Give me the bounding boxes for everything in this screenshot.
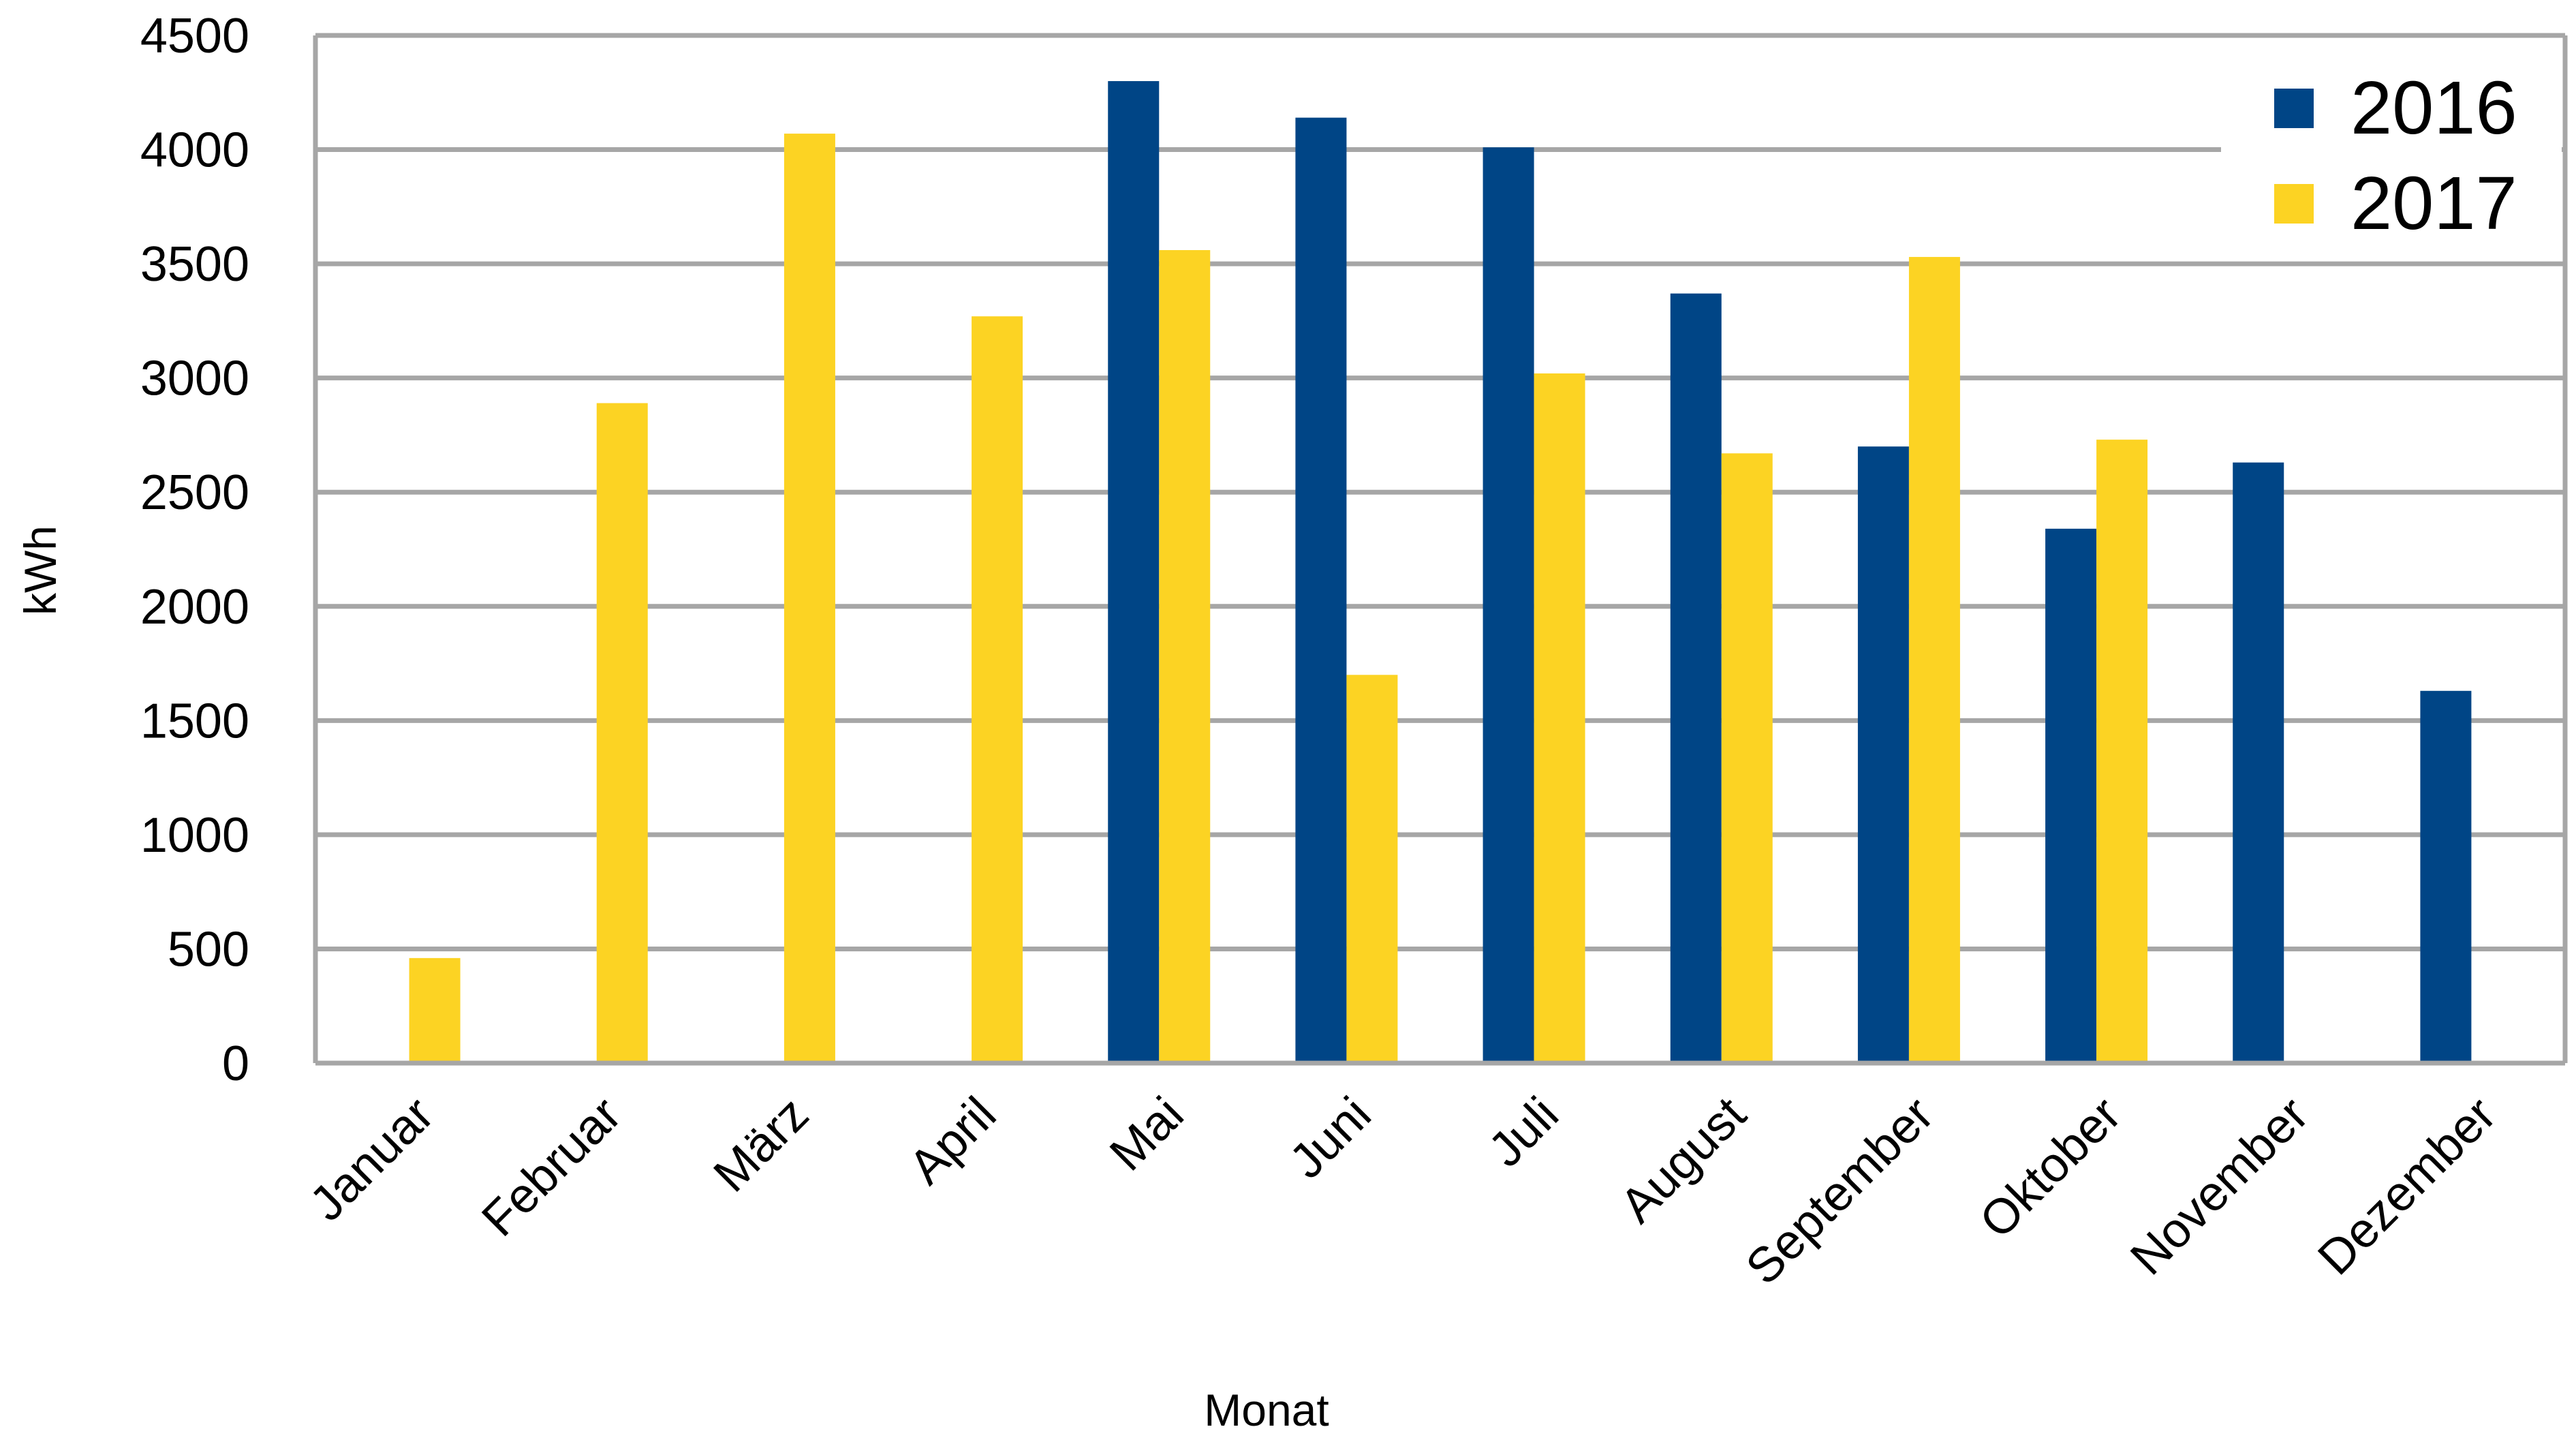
bar-2017-Oktober <box>2096 440 2148 1063</box>
y-tick-label: 3000 <box>140 352 249 406</box>
y-tick-label: 1500 <box>140 694 249 748</box>
x-tick-label: Oktober <box>1970 1087 2132 1249</box>
y-tick-label: 1000 <box>140 808 249 863</box>
x-tick-label: August <box>1610 1087 1756 1233</box>
x-tick-label: April <box>899 1087 1006 1195</box>
x-tick-label: September <box>1736 1087 1944 1295</box>
bar-2017-März <box>783 134 835 1063</box>
bar-2017-April <box>972 316 1023 1064</box>
bars <box>409 81 2472 1064</box>
x-tick-label: November <box>2120 1087 2318 1285</box>
x-tick-label: März <box>704 1087 820 1203</box>
y-tick-label: 3500 <box>140 237 249 292</box>
bar-2016-Juli <box>1483 147 1534 1063</box>
bar-2016-Dezember <box>2420 690 2472 1063</box>
y-tick-label: 0 <box>222 1037 249 1091</box>
bar-2017-August <box>1721 453 1773 1063</box>
bar-2016-Mai <box>1108 81 1160 1064</box>
bar-2017-Juli <box>1534 373 1585 1063</box>
bar-2017-September <box>1908 257 1960 1064</box>
y-tick-label: 4000 <box>140 123 249 178</box>
legend-swatch-2017 <box>2274 184 2314 224</box>
x-tick-label: Februar <box>471 1087 632 1247</box>
axes <box>313 33 2568 1066</box>
y-tick-label: 2500 <box>140 465 249 520</box>
y-tick-label: 2000 <box>140 580 249 634</box>
y-axis-title: kWh <box>15 525 65 615</box>
x-tick-label: Dezember <box>2308 1087 2506 1285</box>
bar-2016-September <box>1857 446 1909 1063</box>
bar-2016-Juni <box>1295 117 1347 1063</box>
bar-2017-Mai <box>1159 250 1211 1064</box>
bar-2016-November <box>2233 462 2284 1063</box>
legend: 2016 2017 <box>2221 48 2562 252</box>
x-tick-label: Mai <box>1100 1087 1194 1182</box>
x-tick-label: Juni <box>1279 1087 1382 1189</box>
y-tick-label: 500 <box>168 922 249 977</box>
x-tick-label: Januar <box>300 1087 444 1231</box>
y-tick-labels: 0 500 1000 1500 2000 2500 3000 3500 4000 4500 <box>140 9 249 1091</box>
legend-label: 2016 <box>2350 66 2517 150</box>
bar-2016-Oktober <box>2045 528 2097 1063</box>
legend-label: 2017 <box>2350 162 2517 245</box>
x-tick-label: Juli <box>1478 1087 1569 1178</box>
x-tick-labels: Januar Februar März April Mai Juni Juli AugustS… <box>300 1087 2507 1295</box>
bar-2017-Juni <box>1346 675 1398 1063</box>
x-axis-title: Monat <box>1204 1385 1329 1435</box>
y-tick-label: 4500 <box>140 9 249 63</box>
bar-2017-Februar <box>596 403 648 1063</box>
bar-2016-August <box>1670 293 1722 1064</box>
legend-swatch-2016 <box>2274 89 2314 128</box>
bar-2017-Januar <box>409 957 461 1063</box>
